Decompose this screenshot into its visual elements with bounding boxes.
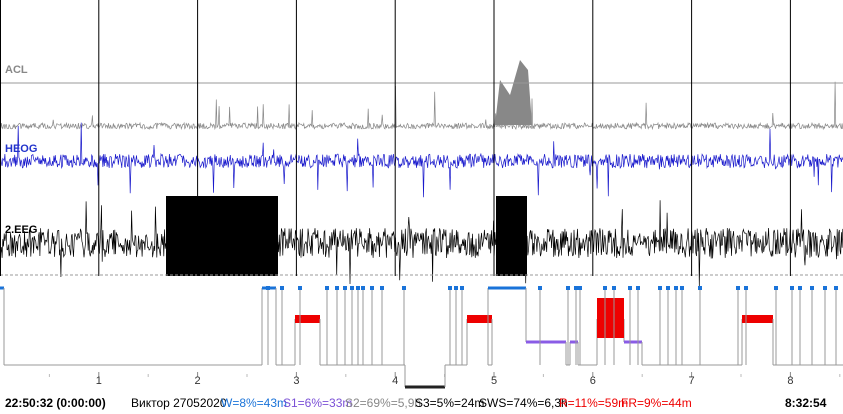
stage (325, 286, 329, 290)
stage (370, 286, 374, 290)
stage (834, 286, 838, 290)
trace (0, 200, 843, 287)
start-time: 22:50:32 (0:00:00) (5, 396, 106, 410)
stage (698, 286, 702, 290)
stage (454, 286, 458, 290)
stage (666, 286, 670, 290)
stage (356, 286, 360, 290)
stage (628, 286, 632, 290)
stage (612, 286, 616, 290)
channel-label: ACL (5, 64, 28, 76)
stage (266, 286, 270, 290)
stage (823, 286, 827, 290)
hour-label: 8 (787, 375, 793, 387)
stage (790, 286, 794, 290)
stage-r: R=11%=59m (559, 396, 629, 410)
stage (774, 286, 778, 290)
hour-label: 7 (689, 375, 695, 387)
status-bar: 22:50:32 (0:00:00) Виктор 27052020 W=8%=… (0, 394, 843, 414)
artifact (495, 60, 532, 125)
artifact (496, 196, 527, 276)
stage (574, 286, 578, 290)
stage (810, 286, 814, 290)
stage (566, 286, 570, 290)
stage (538, 286, 542, 290)
background (0, 0, 843, 394)
hour-label: 5 (491, 375, 497, 387)
channel-label: 2.EEG (5, 224, 37, 236)
stage (798, 286, 802, 290)
stage (350, 286, 354, 290)
stage (280, 286, 284, 290)
stage-w: W=8%=43m (221, 396, 288, 410)
stage (460, 286, 464, 290)
signal-traces (0, 60, 843, 287)
stage (343, 286, 347, 290)
stage-s1: S1=6%=33m (283, 396, 353, 410)
stage (402, 286, 406, 290)
stage (658, 286, 662, 290)
stage-s2: S2=69%=5,9h (345, 396, 422, 410)
trace (0, 81, 843, 131)
stage (636, 286, 640, 290)
artifact (166, 196, 278, 276)
hour-label: 1 (96, 375, 102, 387)
hypnogram (0, 286, 843, 389)
stage (680, 286, 684, 290)
stage (380, 286, 384, 290)
stage-s3: S3=5%=24m (415, 396, 485, 410)
hour-label: 3 (293, 375, 299, 387)
stage (603, 286, 607, 290)
patient: Виктор 27052020 (131, 396, 227, 410)
end-time: 8:32:54 (785, 396, 827, 410)
grid: 1 2 3 4 5 6 7 8 (0, 0, 843, 387)
stage-sws: SWS=74%=6,3h (479, 396, 568, 410)
stage-fr: FR=9%=44m (621, 396, 692, 410)
stage (674, 286, 678, 290)
stage (361, 286, 365, 290)
stage (578, 286, 582, 290)
stage (597, 298, 624, 338)
recording-view: 1 2 3 4 5 6 7 8 ACL HEOG 2.EEG (0, 0, 843, 394)
stage (736, 286, 740, 290)
hour-label: 2 (195, 375, 201, 387)
hour-label: 6 (590, 375, 596, 387)
channel-label: HEOG (5, 143, 37, 155)
stage (744, 286, 748, 290)
stage (448, 286, 452, 290)
stage (335, 286, 339, 290)
hour-label: 4 (392, 375, 398, 387)
trace (0, 122, 843, 198)
stage (298, 286, 302, 290)
